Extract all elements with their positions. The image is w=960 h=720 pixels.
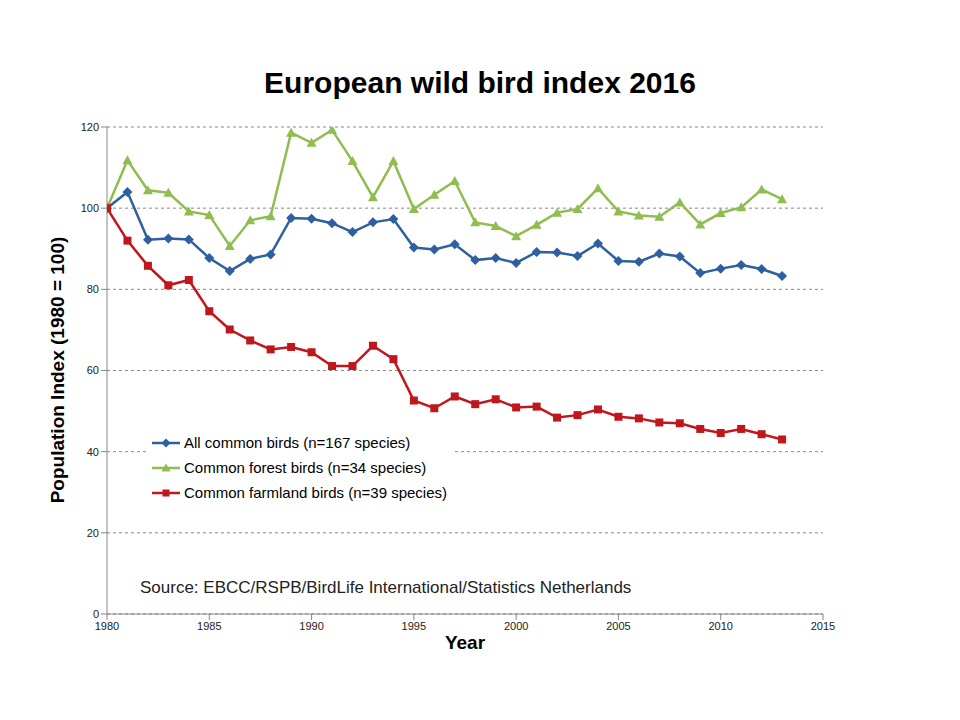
svg-text:0: 0 <box>93 608 99 620</box>
svg-text:2005: 2005 <box>606 620 630 632</box>
html-text:Source: EBCC/RSPB/BirdLife Int: Source: EBCC/RSPB/BirdLife International… <box>140 578 632 597</box>
html-text:Common farmland birds (n=39 sp: Common farmland birds (n=39 species) <box>184 484 447 501</box>
html-text:Common forest birds (n=34 spec: Common forest birds (n=34 species) <box>184 459 427 476</box>
svg-text:1990: 1990 <box>299 620 323 632</box>
svg-text:1985: 1985 <box>197 620 221 632</box>
svg-text:100: 100 <box>81 202 99 214</box>
svg-text:1995: 1995 <box>402 620 426 632</box>
svg-text:2015: 2015 <box>811 620 835 632</box>
svg-text:1980: 1980 <box>95 620 119 632</box>
svg-text:120: 120 <box>81 121 99 133</box>
html-text:All common birds (n=167 specie: All common birds (n=167 species) <box>184 434 411 451</box>
svg-text:20: 20 <box>87 527 99 539</box>
html-text:European wild bird index 2016: European wild bird index 2016 <box>264 66 696 99</box>
svg-text:60: 60 <box>87 364 99 376</box>
svg-text:80: 80 <box>87 283 99 295</box>
html-text:Year: Year <box>444 632 486 653</box>
svg-text:40: 40 <box>87 446 99 458</box>
svg-text:2000: 2000 <box>504 620 528 632</box>
svg-text:2010: 2010 <box>708 620 732 632</box>
html-text:Population Index (1980 = 100): Population Index (1980 = 100) <box>47 236 68 504</box>
